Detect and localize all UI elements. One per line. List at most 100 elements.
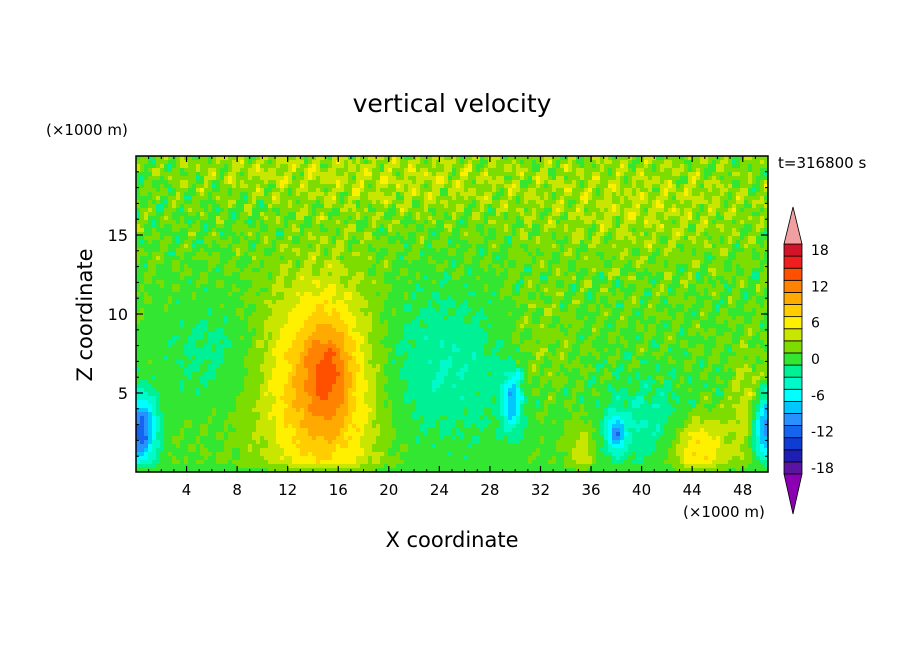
field-cell xyxy=(296,264,301,269)
field-cell xyxy=(612,212,617,217)
field-cell xyxy=(588,160,593,165)
field-cell xyxy=(424,228,429,233)
field-cell xyxy=(764,180,768,185)
field-cell xyxy=(220,272,225,277)
field-cell xyxy=(468,204,473,209)
field-cell xyxy=(136,252,141,257)
field-cell xyxy=(680,156,685,161)
field-cell xyxy=(180,244,185,249)
field-cell xyxy=(584,224,589,229)
field-cell xyxy=(548,196,553,201)
field-cell xyxy=(328,204,333,209)
field-cell xyxy=(628,236,633,241)
field-cell xyxy=(408,268,413,273)
field-cell xyxy=(380,196,385,201)
field-cell xyxy=(412,232,417,237)
field-cell xyxy=(380,180,385,185)
field-cell xyxy=(344,260,349,265)
field-cell xyxy=(740,192,745,197)
field-cell xyxy=(364,232,369,237)
field-cell xyxy=(284,172,289,177)
field-cell xyxy=(244,252,249,257)
field-cell xyxy=(400,204,405,209)
field-cell xyxy=(636,220,641,225)
field-cell xyxy=(548,228,553,233)
field-cell xyxy=(180,200,185,205)
field-cell xyxy=(232,252,237,257)
field-cell xyxy=(308,256,313,261)
field-cell xyxy=(384,232,389,237)
field-cell xyxy=(728,184,733,189)
field-cell xyxy=(164,184,169,189)
field-cell xyxy=(388,272,393,277)
field-cell xyxy=(232,200,237,205)
field-cell xyxy=(544,160,549,165)
field-cell xyxy=(140,280,145,285)
field-cell xyxy=(748,248,753,253)
field-cell xyxy=(284,276,289,281)
field-cell xyxy=(688,228,693,233)
field-cell xyxy=(300,188,305,193)
field-cell xyxy=(316,232,321,237)
field-cell xyxy=(596,196,601,201)
field-cell xyxy=(560,188,565,193)
field-cell xyxy=(384,184,389,189)
field-cell xyxy=(308,220,313,225)
field-cell xyxy=(368,204,373,209)
field-cell xyxy=(432,156,437,161)
field-cell xyxy=(604,184,609,189)
field-cell xyxy=(592,196,597,201)
field-cell xyxy=(172,160,177,165)
field-cell xyxy=(496,192,501,197)
field-cell xyxy=(428,180,433,185)
field-cell xyxy=(604,168,609,173)
field-cell xyxy=(324,232,329,237)
field-cell xyxy=(228,240,233,245)
field-cell xyxy=(384,180,389,185)
field-cell xyxy=(676,176,681,181)
field-cell xyxy=(468,188,473,193)
field-cell xyxy=(212,212,217,217)
field-cell xyxy=(408,184,413,189)
field-cell xyxy=(560,204,565,209)
field-cell xyxy=(632,264,637,269)
field-cell xyxy=(176,196,181,201)
field-cell xyxy=(332,228,337,233)
field-cell xyxy=(544,252,549,257)
field-cell xyxy=(360,252,365,257)
field-cell xyxy=(440,256,445,261)
field-cell xyxy=(716,176,721,181)
field-cell xyxy=(584,232,589,237)
field-cell xyxy=(356,160,361,165)
field-cell xyxy=(756,188,761,193)
field-cell xyxy=(580,232,585,237)
field-cell xyxy=(148,160,153,165)
field-cell xyxy=(328,164,333,169)
field-cell xyxy=(656,176,661,181)
field-cell xyxy=(148,188,153,193)
field-cell xyxy=(484,264,489,269)
field-cell xyxy=(156,252,161,257)
field-cell xyxy=(388,232,393,237)
field-cell xyxy=(188,220,193,225)
field-cell xyxy=(680,236,685,241)
field-cell xyxy=(192,216,197,221)
field-cell xyxy=(144,204,149,209)
field-cell xyxy=(356,180,361,185)
field-cell xyxy=(208,196,213,201)
field-cell xyxy=(696,188,701,193)
field-cell xyxy=(284,228,289,233)
field-cell xyxy=(288,160,293,165)
field-cell xyxy=(396,176,401,181)
field-cell xyxy=(196,168,201,173)
field-cell xyxy=(436,268,441,273)
field-cell xyxy=(192,228,197,233)
field-cell xyxy=(236,208,241,213)
field-cell xyxy=(176,192,181,197)
field-cell xyxy=(504,280,509,285)
field-cell xyxy=(596,160,601,165)
field-cell xyxy=(644,276,649,281)
field-cell xyxy=(504,240,509,245)
field-cell xyxy=(500,196,505,201)
field-cell xyxy=(184,184,189,189)
